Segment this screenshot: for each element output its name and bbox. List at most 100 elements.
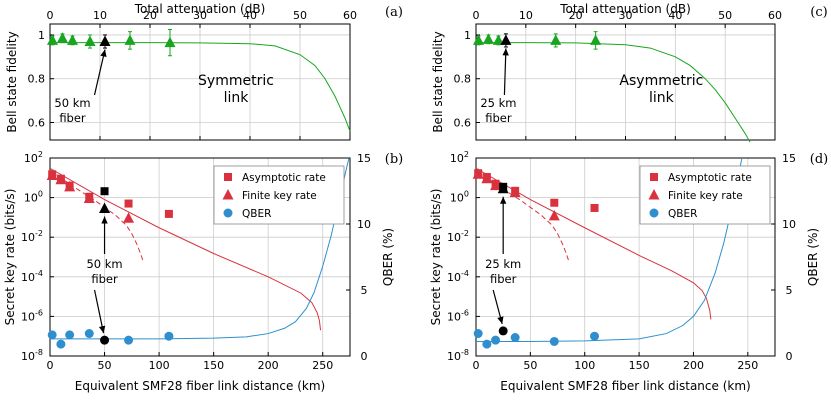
annotation-text: fiber [485,111,512,125]
x-tick-label: 20 [569,9,583,22]
y-tick-label: 0.8 [28,73,46,86]
finite-key-rate-marker [123,212,135,223]
y-axis-title: Bell state fidelity [5,31,19,132]
fidelity-model-line [50,42,351,132]
y-tick-label: 0.6 [28,116,46,129]
qber-marker [164,331,174,341]
qber-marker [47,330,57,340]
qber-marker [84,329,94,339]
fidelity-marker [57,32,68,43]
finite-key-rate-marker [490,179,502,191]
y-right-axis-title: QBER (%) [806,228,820,286]
annotation-arrow-down-head [497,316,504,324]
x-tick-label: 150 [629,359,650,372]
x-tick-label: 50 [293,9,307,22]
x-tick-label: 0 [47,9,54,22]
annotation-arrow-up-head [101,216,108,224]
y-tick-label: 1 [38,29,45,42]
annotation-text: 25 km [480,96,516,110]
x-axis-title: Total attenuation (dB) [559,2,691,16]
qber-marker [482,339,492,349]
x-tick-label: 60 [768,9,782,22]
asymptotic-model-line [50,167,322,331]
y-axis-title: Bell state fidelity [431,31,445,132]
x-axis-title: Equivalent SMF28 fiber link distance (km… [500,379,750,393]
annotation-arrow-down-head [98,325,106,334]
x-tick-label: 40 [243,9,257,22]
x-tick-label: 250 [312,359,333,372]
legend-label: Finite key rate [242,190,317,202]
x-axis-title: Total attenuation (dB) [134,2,266,16]
legend-marker-qber [223,208,233,218]
legend-marker-asymptotic [650,173,658,181]
qber-marker [491,335,501,345]
y-tick-label: 10-8 [21,348,43,363]
annotation-arrow-head [100,49,107,58]
highlighted-point-triangle [99,202,111,214]
y-right-tick-label: 10 [782,218,796,231]
axes-frame [475,157,776,357]
fidelity-marker [164,36,176,48]
y-tick-label: 10-8 [447,348,469,363]
x-tick-label: 50 [718,9,732,22]
y-tick-label: 0.8 [454,73,472,86]
annotation-text: fiber [91,272,118,286]
asymptotic-model-line [476,167,712,320]
y-tick-label: 10-6 [447,308,469,323]
y-tick-label: 102 [450,150,469,165]
y-right-tick-label: 5 [361,284,368,297]
fidelity-marker [550,34,562,45]
y-tick-label: 102 [24,150,43,165]
highlighted-point-qber [100,335,110,345]
annotation-text: 50 km [86,257,122,271]
qber-marker [473,329,483,339]
highlighted-point-qber [498,326,508,336]
legend-label: Finite key rate [668,190,743,202]
x-tick-label: 50 [523,359,537,372]
highlighted-point-square [100,187,109,196]
y-tick-label: 1 [464,29,471,42]
finite-key-rate-marker [64,180,76,192]
y-tick-label: 100 [450,190,469,205]
finite-key-rate-marker [548,209,560,221]
y-right-axis-title: QBER (%) [381,228,395,286]
annotation-arrow-down [93,289,105,334]
axes-frame [49,157,351,357]
fidelity-marker [500,34,512,45]
panel-title: link [224,90,250,106]
x-tick-label: 30 [193,9,207,22]
legend-marker-qber [649,208,659,218]
annotation-arrow-up-head [499,196,507,204]
y-tick-label: 10-6 [21,308,43,323]
finite-key-rate-marker [55,173,67,185]
y-tick-label: 10-4 [447,269,469,284]
annotation-text: 25 km [485,257,521,271]
asymptotic-rate-marker [550,198,559,207]
y-axis-title: Secret key rate (bits/s) [3,189,17,326]
y-tick-label: 10-4 [21,269,43,284]
y-right-tick-label: 15 [357,152,371,165]
legend-label: Asymptotic rate [242,172,326,184]
panel-label: (b) [385,152,403,167]
fidelity-marker [472,34,484,45]
y-axis-title: Secret key rate (bits/s) [429,189,443,326]
x-tick-label: 30 [619,9,633,22]
x-tick-label: 10 [519,9,533,22]
fidelity-model-line [476,42,751,143]
legend-box [213,165,345,225]
legend-marker-asymptotic [224,173,232,181]
qber-marker [549,336,559,346]
x-tick-label: 50 [98,359,112,372]
fidelity-marker [482,33,494,44]
x-axis-title: Equivalent SMF28 fiber link distance (km… [75,379,325,393]
finite-key-rate-marker [481,172,493,184]
x-tick-label: 150 [203,359,224,372]
panel-title: link [649,90,675,106]
finite-key-rate-marker [509,186,521,198]
x-tick-label: 100 [149,359,170,372]
finite-key-rate-marker [83,192,95,204]
finite-key-rate-marker [46,169,58,181]
fidelity-marker [84,35,96,47]
legend-label: QBER [668,208,697,220]
